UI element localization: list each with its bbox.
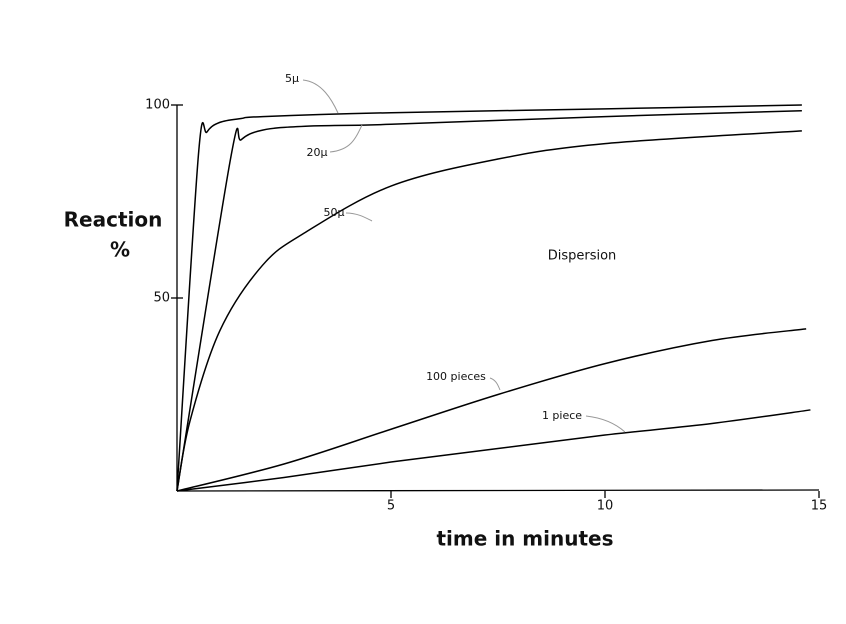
- y-axis-label: Reaction: [64, 208, 163, 232]
- series-label: 5μ: [285, 72, 299, 85]
- annotation: Dispersion: [548, 249, 617, 264]
- y-axis-label: %: [110, 238, 130, 262]
- leader-line: [345, 212, 373, 222]
- x-axis-label: time in minutes: [436, 527, 613, 551]
- x-axis: [176, 489, 820, 492]
- line-series: [176, 409, 811, 492]
- leader-line: [585, 415, 626, 433]
- x-tick-label: 10: [597, 499, 614, 514]
- line-series: [176, 110, 802, 492]
- y-tick-label: 100: [145, 98, 170, 113]
- leader-line: [329, 124, 363, 153]
- series-label: 50μ: [324, 206, 345, 219]
- series-label: 1 piece: [542, 409, 582, 422]
- series-label: 100 pieces: [426, 370, 486, 383]
- line-series: [176, 328, 807, 492]
- leader-line: [489, 377, 501, 391]
- x-tick-label: 15: [811, 499, 828, 514]
- series-label: 20μ: [307, 146, 328, 159]
- line-series: [176, 104, 802, 492]
- y-tick-label: 50: [153, 291, 170, 306]
- line-series: [176, 130, 802, 492]
- leader-line: [302, 79, 339, 114]
- x-tick-label: 5: [387, 499, 395, 514]
